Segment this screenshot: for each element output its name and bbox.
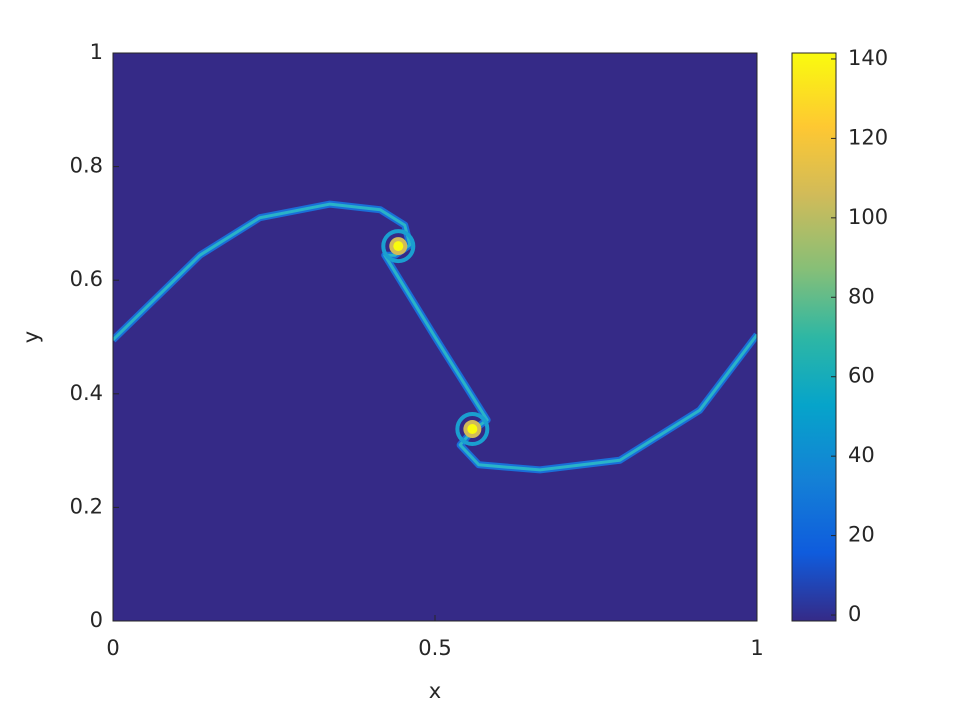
- colorbar-tick-label: 140: [848, 46, 888, 70]
- colorbar-tick-label: 80: [848, 284, 875, 308]
- colorbar-tick-label: 60: [848, 364, 875, 388]
- y-tick-label: 0.6: [70, 267, 103, 291]
- y-label: y: [19, 331, 43, 343]
- x-tick-label: 0.5: [418, 636, 451, 660]
- x-tick-label: 0: [106, 636, 119, 660]
- field-marks: [113, 200, 757, 474]
- core-ring: [381, 229, 416, 264]
- core: [393, 241, 404, 252]
- core-ring: [455, 412, 490, 447]
- y-tick-label: 0.2: [70, 494, 103, 518]
- y-tick-label: 0.8: [70, 154, 103, 178]
- colorbar-tick-label: 100: [848, 205, 888, 229]
- y-tick-label: 0: [90, 608, 103, 632]
- colorbar: [791, 52, 837, 622]
- colorbar-tick-label: 20: [848, 523, 875, 547]
- colorbar-tick-label: 120: [848, 125, 888, 149]
- colorbar-tick-label: 40: [848, 443, 875, 467]
- x-label: x: [429, 679, 441, 703]
- core: [467, 424, 478, 435]
- x-tick-label: 1: [750, 636, 763, 660]
- y-tick-label: 0.4: [70, 381, 103, 405]
- y-tick-label: 1: [90, 40, 103, 64]
- colorbar-tick-label: 0: [848, 602, 861, 626]
- vortex-sheet: [113, 202, 757, 472]
